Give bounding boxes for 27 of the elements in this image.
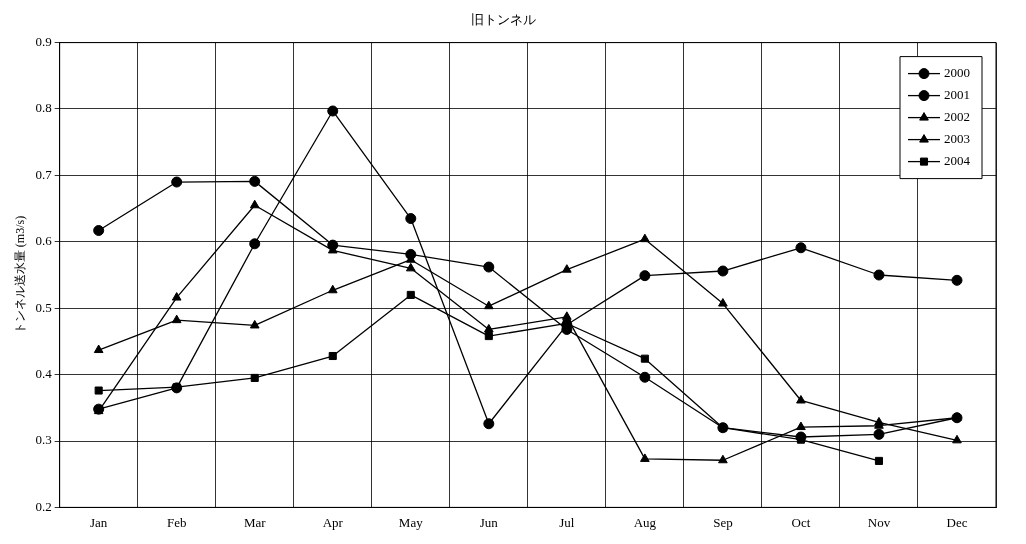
x-tick-label: Jan (89, 514, 108, 530)
legend-label: 2001 (944, 87, 970, 103)
x-tick-label: Aug (633, 514, 657, 530)
x-tick-label: Nov (867, 514, 891, 530)
legend-label: 2002 (944, 109, 970, 125)
x-tick-label: Apr (322, 514, 344, 530)
y-tick-label: 0.5 (35, 299, 52, 315)
x-tick-label: May (398, 514, 424, 530)
y-tick-label: 0.8 (35, 100, 52, 116)
x-tick-label: Dec (946, 514, 968, 530)
x-tick-label: Jul (559, 514, 575, 530)
legend-label: 2004 (944, 153, 971, 169)
y-tick-label: 0.9 (35, 34, 52, 50)
x-tick-label: Sep (713, 514, 733, 530)
x-tick-label: Feb (166, 514, 187, 530)
y-axis-title: トンネル送水量 (m3/s) (13, 215, 28, 335)
y-tick-label: 0.7 (35, 166, 53, 182)
x-tick-label: Jun (479, 514, 499, 530)
y-tick-label: 0.4 (35, 366, 53, 382)
legend-label: 2003 (944, 131, 970, 147)
y-tick-label: 0.2 (35, 498, 52, 514)
y-tick-label: 0.3 (35, 432, 52, 448)
chart-title: 旧トンネル (470, 12, 536, 28)
y-tick-label: 0.6 (35, 233, 53, 249)
x-tick-label: Mar (243, 514, 267, 530)
legend-label: 2000 (944, 65, 970, 81)
x-tick-label: Oct (791, 514, 811, 530)
